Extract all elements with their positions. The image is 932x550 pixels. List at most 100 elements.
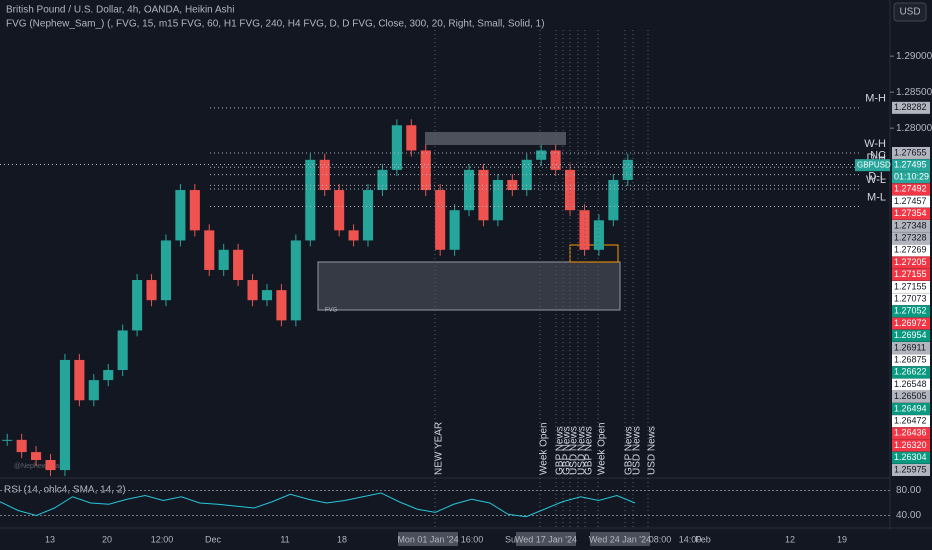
event-label: GBP News bbox=[562, 426, 573, 475]
price-tag bbox=[892, 378, 930, 391]
price-tag bbox=[892, 256, 930, 269]
level-label: NC bbox=[870, 149, 886, 161]
level-label: W-L bbox=[866, 174, 886, 186]
price-tag-label: 1.26548 bbox=[894, 379, 927, 389]
price-tag bbox=[892, 219, 930, 232]
price-tag-label: 1.26972 bbox=[894, 318, 927, 328]
x-tick-label: 19 bbox=[837, 534, 847, 544]
price-tag bbox=[892, 317, 930, 330]
price-tag bbox=[892, 390, 930, 403]
price-tag-label: 1.26472 bbox=[894, 416, 927, 426]
event-label: Week Open bbox=[539, 422, 550, 475]
rsi-tick-label: 80.00 bbox=[896, 485, 921, 496]
countdown-tag bbox=[892, 171, 930, 184]
candle bbox=[593, 220, 604, 250]
price-tag bbox=[892, 402, 930, 415]
candle bbox=[507, 179, 518, 191]
candle bbox=[175, 190, 186, 241]
price-tag-label: 1.27655 bbox=[894, 147, 927, 157]
fvg-box bbox=[317, 261, 621, 311]
candle bbox=[261, 290, 273, 301]
watermark: @Nephew_Sam_ bbox=[14, 463, 69, 470]
candle bbox=[204, 230, 215, 270]
price-tag-label: 1.26436 bbox=[894, 428, 927, 438]
candle bbox=[247, 280, 258, 301]
candle bbox=[478, 169, 489, 221]
y-tick-label: 1.28000 bbox=[896, 123, 932, 134]
price-tag bbox=[892, 280, 930, 293]
event-label: USD News bbox=[577, 426, 588, 475]
candle bbox=[88, 380, 99, 401]
candle bbox=[117, 330, 128, 371]
x-tick-label: 12:00 bbox=[151, 534, 174, 544]
candle bbox=[189, 190, 200, 231]
price-tag-label: 1.27348 bbox=[894, 220, 927, 230]
price-tag-label: 1.26494 bbox=[894, 403, 927, 413]
candle bbox=[492, 179, 503, 221]
x-tick-label: Feb bbox=[695, 534, 711, 544]
price-tag-label: 1.27073 bbox=[894, 294, 927, 304]
price-tag bbox=[892, 195, 930, 208]
candle bbox=[74, 359, 85, 401]
price-tag bbox=[892, 293, 930, 306]
candle bbox=[45, 460, 56, 471]
candle bbox=[16, 439, 27, 453]
price-tag bbox=[892, 415, 930, 428]
price-tag-label: 1.27052 bbox=[894, 306, 927, 316]
price-tag bbox=[892, 463, 930, 476]
event-label: USD News bbox=[647, 426, 658, 475]
candle bbox=[160, 240, 172, 301]
level-label: M-L bbox=[867, 191, 886, 203]
candle bbox=[276, 290, 287, 321]
candle bbox=[406, 125, 417, 151]
currency[interactable]: USD bbox=[899, 7, 920, 18]
price-tag bbox=[892, 101, 930, 114]
x-label-bg bbox=[516, 532, 576, 546]
price-tag-label: 1.27457 bbox=[894, 196, 927, 206]
price-tag bbox=[892, 232, 930, 245]
candle bbox=[146, 280, 157, 301]
price-tag bbox=[892, 341, 930, 354]
x-label-bg bbox=[590, 532, 650, 546]
candle bbox=[622, 159, 633, 180]
price-tag bbox=[892, 305, 930, 318]
candle bbox=[233, 249, 244, 281]
price-tag-label: 1.27155 bbox=[894, 281, 927, 291]
price-tag-label: 1.28282 bbox=[894, 102, 927, 112]
x-tick-label: 12 bbox=[785, 534, 795, 544]
candle bbox=[377, 169, 388, 191]
candle bbox=[31, 452, 42, 461]
x-tick-label: Dec bbox=[205, 534, 222, 544]
price-tag-label: 1.26320 bbox=[894, 440, 927, 450]
candle bbox=[449, 210, 460, 250]
price-tag bbox=[892, 146, 930, 159]
price-tag bbox=[892, 268, 930, 281]
price-tag bbox=[892, 244, 930, 257]
candle bbox=[550, 150, 561, 170]
price-tag bbox=[892, 439, 930, 452]
candle bbox=[608, 179, 619, 221]
candle bbox=[319, 159, 330, 191]
price-tag-label: 1.26505 bbox=[894, 391, 927, 401]
candle bbox=[579, 210, 590, 250]
currency-button[interactable] bbox=[893, 2, 927, 22]
x-tick-label: Wed 24 Jan '24 bbox=[589, 534, 651, 544]
x-tick-label: 18 bbox=[337, 534, 347, 544]
price-tag-label: 1.27155 bbox=[894, 269, 927, 279]
candle bbox=[463, 169, 475, 211]
price-tag-label: 1.26304 bbox=[894, 452, 927, 462]
price-tag bbox=[892, 159, 930, 172]
candle bbox=[305, 159, 316, 241]
price-tag bbox=[892, 427, 930, 440]
price-tag-label: 1.27492 bbox=[894, 184, 927, 194]
price-tag-label: 1.27328 bbox=[894, 233, 927, 243]
event-label: USD News bbox=[569, 426, 580, 475]
countdown: 01:10:29 bbox=[894, 172, 929, 182]
event-label: GBP News bbox=[584, 426, 595, 475]
candle bbox=[362, 190, 374, 241]
level-label: D-L bbox=[868, 170, 886, 182]
price-tag-label: 1.26954 bbox=[894, 330, 927, 340]
